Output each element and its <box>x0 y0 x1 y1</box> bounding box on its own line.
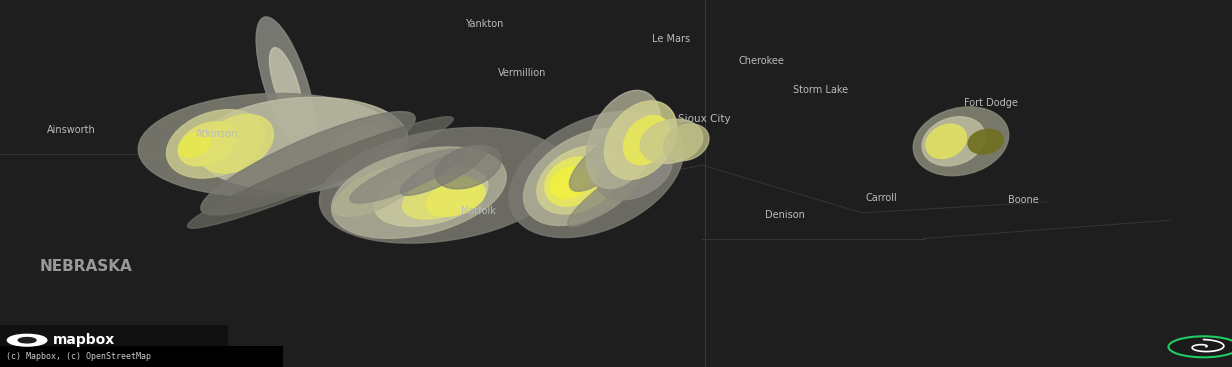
Text: Storm Lake: Storm Lake <box>793 85 848 95</box>
Ellipse shape <box>200 115 274 173</box>
Ellipse shape <box>400 146 487 195</box>
Text: Boone: Boone <box>1009 195 1039 205</box>
Ellipse shape <box>187 117 453 228</box>
Text: Sioux City: Sioux City <box>679 114 731 124</box>
Ellipse shape <box>545 157 601 206</box>
Text: Carroll: Carroll <box>865 193 897 203</box>
Ellipse shape <box>426 180 485 216</box>
Ellipse shape <box>537 146 621 214</box>
Ellipse shape <box>605 101 676 179</box>
Ellipse shape <box>375 166 488 226</box>
Ellipse shape <box>334 165 418 217</box>
Ellipse shape <box>551 167 588 199</box>
Ellipse shape <box>179 122 235 166</box>
Ellipse shape <box>586 90 660 189</box>
Ellipse shape <box>524 128 647 225</box>
Ellipse shape <box>569 132 638 191</box>
Circle shape <box>1168 336 1232 357</box>
Text: Atkinson: Atkinson <box>196 129 238 139</box>
Ellipse shape <box>166 110 265 178</box>
Text: (c) Mapbox, (c) OpenStreetMap: (c) Mapbox, (c) OpenStreetMap <box>6 352 152 361</box>
Ellipse shape <box>256 17 315 152</box>
Ellipse shape <box>270 48 302 121</box>
Ellipse shape <box>138 94 399 196</box>
Ellipse shape <box>568 157 659 226</box>
Ellipse shape <box>968 130 1003 154</box>
Bar <box>0 346 283 367</box>
Ellipse shape <box>926 124 966 159</box>
Ellipse shape <box>179 133 211 157</box>
Text: Ainsworth: Ainsworth <box>47 125 96 135</box>
Bar <box>0 325 228 367</box>
Ellipse shape <box>913 107 1009 176</box>
Circle shape <box>7 334 47 346</box>
Text: Fort Dodge: Fort Dodge <box>963 98 1018 108</box>
Text: Cherokee: Cherokee <box>738 55 785 66</box>
Ellipse shape <box>331 126 395 170</box>
Ellipse shape <box>435 145 501 189</box>
Text: Norfolk: Norfolk <box>461 206 495 216</box>
Text: Le Mars: Le Mars <box>653 33 690 44</box>
Text: NEBRASKA: NEBRASKA <box>39 259 133 273</box>
Ellipse shape <box>403 176 479 219</box>
Ellipse shape <box>623 116 670 165</box>
Text: Denison: Denison <box>765 210 804 220</box>
Text: mapbox: mapbox <box>53 333 116 347</box>
Ellipse shape <box>331 147 506 238</box>
Ellipse shape <box>598 146 671 200</box>
Ellipse shape <box>509 111 684 237</box>
Ellipse shape <box>319 127 568 243</box>
Text: Yankton: Yankton <box>464 19 504 29</box>
Ellipse shape <box>350 149 463 203</box>
Ellipse shape <box>664 124 708 161</box>
Ellipse shape <box>641 119 702 163</box>
Ellipse shape <box>922 117 986 166</box>
Circle shape <box>18 338 36 343</box>
Ellipse shape <box>196 97 408 190</box>
Text: Vermillion: Vermillion <box>498 68 547 79</box>
Ellipse shape <box>201 112 415 215</box>
